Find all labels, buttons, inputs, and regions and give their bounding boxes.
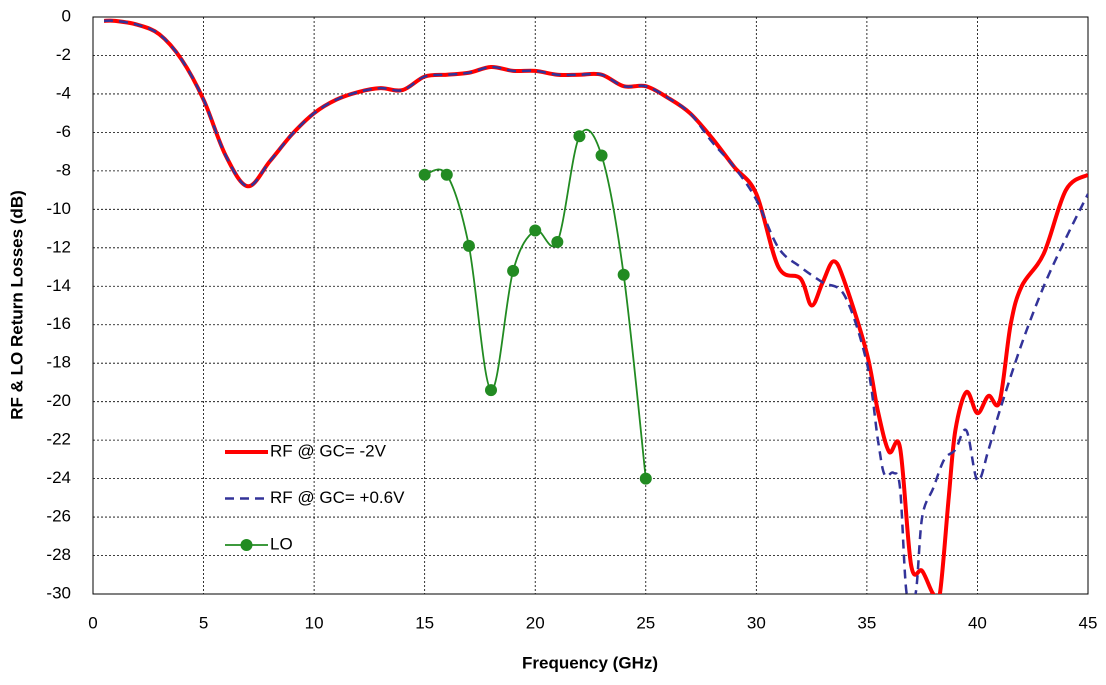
series-marker <box>485 384 497 397</box>
x-tick-label: 45 <box>1079 613 1098 632</box>
x-tick-label: 15 <box>415 613 434 632</box>
x-tick-label: 30 <box>747 613 766 632</box>
y-tick-label: -2 <box>56 45 71 64</box>
series-marker <box>573 130 586 143</box>
series-marker <box>551 236 564 249</box>
series-marker <box>440 168 453 181</box>
legend-marker <box>240 539 253 551</box>
legend-label: LO <box>270 534 293 553</box>
x-tick-label: 10 <box>305 613 324 632</box>
series-marker <box>595 149 608 162</box>
legend-label: RF @ GC= -2V <box>270 441 387 460</box>
series-marker <box>462 239 475 252</box>
y-tick-label: -14 <box>46 276 71 295</box>
x-tick-label: 20 <box>526 613 545 632</box>
y-tick-label: -22 <box>46 430 71 449</box>
series-marker <box>617 268 630 281</box>
series-marker <box>418 168 431 181</box>
y-tick-label: -30 <box>46 583 71 602</box>
y-tick-label: -20 <box>46 391 71 410</box>
series-marker <box>507 264 520 277</box>
y-tick-label: -18 <box>46 353 71 372</box>
plot-area <box>103 18 1088 594</box>
x-tick-label: 40 <box>968 613 987 632</box>
y-tick-label: -4 <box>56 83 71 102</box>
series-line <box>103 18 1088 594</box>
legend-label: RF @ GC= +0.6V <box>270 488 405 507</box>
y-tick-label: -16 <box>46 314 71 333</box>
y-tick-label: -28 <box>46 545 71 564</box>
x-tick-label: 5 <box>199 613 208 632</box>
y-tick-label: -8 <box>56 160 71 179</box>
x-tick-label: 25 <box>636 613 655 632</box>
y-axis-label: RF & LO Return Losses (dB) <box>7 190 26 420</box>
y-tick-label: -26 <box>46 507 71 526</box>
y-tick-label: -24 <box>46 468 71 487</box>
x-axis-label: Frequency (GHz) <box>522 653 658 672</box>
x-tick-label: 0 <box>88 613 97 632</box>
y-tick-label: -10 <box>46 199 71 218</box>
y-tick-label: -12 <box>46 237 71 256</box>
series-marker <box>639 472 652 485</box>
x-tick-label: 35 <box>857 613 876 632</box>
y-tick-label: -6 <box>56 122 71 141</box>
plot-border <box>92 16 1089 595</box>
y-tick-label: 0 <box>62 6 71 25</box>
series-marker <box>529 224 542 237</box>
series-line <box>104 19 1088 594</box>
